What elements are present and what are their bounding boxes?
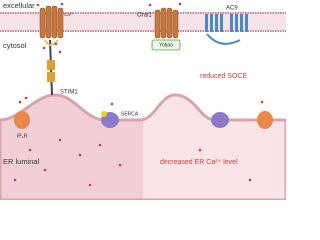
protein-label: Yotiao — [159, 42, 173, 48]
ion-label: Ca²⁺ — [64, 12, 74, 17]
yotiao-box — [151, 39, 181, 51]
compartment-label: cytosol — [3, 41, 27, 50]
compartment-label: ER luminal — [3, 157, 40, 166]
ip3r-channel — [14, 111, 30, 129]
orai-channel — [39, 5, 179, 39]
protein-label: AC9 — [226, 6, 238, 12]
protein-label: STIM1 — [60, 90, 78, 96]
atp — [101, 111, 107, 117]
er-membrane — [0, 93, 286, 200]
ac9-protein — [205, 14, 248, 45]
protein-label: Orai1 — [137, 13, 152, 19]
effect-label: decreased ER Ca²⁺ level — [160, 159, 238, 166]
protein-label: IP₃R — [17, 133, 28, 139]
compartment-label: excellular — [3, 1, 35, 10]
serca-pump — [211, 112, 229, 128]
stim1-protein — [44, 39, 59, 96]
calcium-ions — [13, 2, 264, 187]
plasma-membrane — [0, 12, 286, 32]
diagram: excellular cytosol Ca²⁺ Orai1 AC9 Yotiao… — [0, 1, 286, 200]
protein-label: SERCA — [121, 111, 139, 117]
ip3r-channel — [257, 111, 273, 129]
effect-label: reduced SOCE — [200, 73, 247, 80]
